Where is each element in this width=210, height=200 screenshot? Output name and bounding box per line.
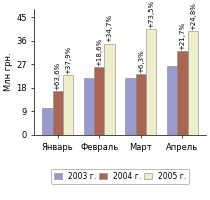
Bar: [188, 31, 198, 135]
Bar: [167, 66, 177, 135]
Text: +63,6%: +63,6%: [55, 62, 61, 90]
Bar: [63, 75, 73, 135]
Text: +6,3%: +6,3%: [138, 49, 144, 73]
Bar: [177, 51, 188, 135]
Bar: [42, 108, 52, 135]
Legend: 2003 г., 2004 г., 2005 г.: 2003 г., 2004 г., 2005 г.: [51, 169, 189, 184]
Text: +24,8%: +24,8%: [190, 2, 196, 30]
Text: +37,9%: +37,9%: [65, 45, 71, 74]
Text: +73,5%: +73,5%: [148, 0, 154, 28]
Bar: [136, 74, 146, 135]
Y-axis label: Млн грн.: Млн грн.: [4, 53, 13, 91]
Text: +34,7%: +34,7%: [107, 14, 113, 42]
Bar: [84, 78, 94, 135]
Bar: [52, 91, 63, 135]
Text: +21,7%: +21,7%: [180, 22, 185, 50]
Bar: [105, 44, 115, 135]
Bar: [125, 78, 136, 135]
Bar: [146, 29, 156, 135]
Text: +18,6%: +18,6%: [96, 38, 102, 66]
Bar: [94, 67, 105, 135]
